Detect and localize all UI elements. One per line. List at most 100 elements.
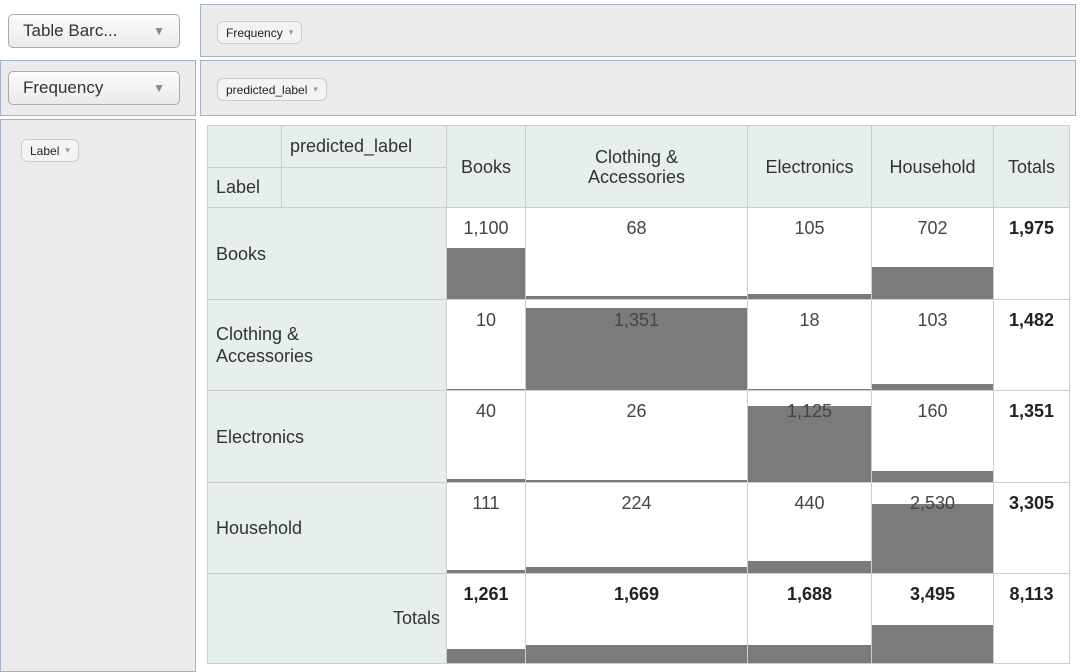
value-label: 105 [794,218,825,238]
row-axis-label: Label [207,167,282,208]
value-label: 224 [621,493,652,513]
value-bar [748,388,871,390]
row-total-cell: 1,482 [993,299,1070,391]
value-bar [447,479,525,482]
value-bar [748,406,871,482]
col-total-bar [447,649,525,663]
dropdown-arrow-icon: ▼ [153,24,165,38]
value-label: 68 [626,218,647,238]
value-bar [872,471,993,482]
value-bar [447,569,525,573]
label-attr-pill[interactable]: Label ▾ [21,139,79,162]
value-cell: 1,125 [747,390,872,483]
value-label: 103 [917,310,948,330]
row-total-label: 1,482 [1008,310,1055,330]
col-header-household: Household [871,125,994,208]
value-label: 1,351 [613,310,660,330]
col-total-cell: 1,261 [446,573,526,664]
table-row: Household 111 224 440 2,530 3,305 [207,482,1070,574]
row-total-cell: 1,975 [993,207,1070,300]
aggregator-select-label: Frequency [23,78,104,97]
col-total-label: 1,261 [463,584,509,604]
value-bar [748,561,871,573]
predicted-label-attr-pill[interactable]: predicted_label ▾ [217,78,327,101]
value-bar [872,383,993,390]
row-total-cell: 1,351 [993,390,1070,483]
value-cell: 26 [525,390,748,483]
value-bar [872,266,993,299]
filter-caret-icon: ▾ [288,27,294,37]
col-axis-label: predicted_label [281,125,447,168]
col-header-electronics: Electronics [747,125,872,208]
col-header-clothing-label: Clothing & Accessories [587,146,686,187]
table-row: Books 1,100 68 105 702 1,975 [207,207,1070,300]
empty-head-cell [281,167,447,208]
filter-caret-icon: ▾ [313,84,318,94]
value-bar [748,294,871,299]
frequency-attr-pill[interactable]: Frequency ▾ [217,21,303,44]
value-bar [526,295,747,299]
col-header-totals: Totals [993,125,1070,208]
row-header-books: Books [207,207,447,300]
renderer-select-label: Table Barc... [23,21,118,40]
value-cell: 111 [446,482,526,574]
table-row: Clothing & Accessories 10 1,351 18 103 1,482 [207,299,1070,391]
value-cell: 440 [747,482,872,574]
label-attr-pill-label: Label [30,143,60,158]
value-label: 1,100 [463,218,509,238]
row-attributes-top-area: predicted_label ▾ [200,60,1076,116]
value-label: 2,530 [909,493,956,513]
table-row: Electronics 40 26 1,125 160 1,351 [207,390,1070,483]
value-cell: 40 [446,390,526,483]
value-label: 440 [794,493,825,513]
value-cell: 224 [525,482,748,574]
frequency-attr-pill-label: Frequency [226,25,283,40]
aggregator-select[interactable]: Frequency ▼ [8,71,180,105]
col-total-bar [526,644,747,663]
totals-row: Totals 1,261 1,669 1,688 3,495 8,113 [207,573,1070,664]
col-total-label: 3,495 [909,584,956,604]
col-total-cell: 3,495 [871,573,994,664]
renderer-select[interactable]: Table Barc... ▼ [8,14,180,48]
value-cell: 1,351 [525,299,748,391]
value-cell: 103 [871,299,994,391]
row-total-cell: 3,305 [993,482,1070,574]
pivot-table: predicted_label Books Clothing & Accesso… [207,125,1070,664]
row-header-clothing: Clothing & Accessories [207,299,447,391]
value-label: 702 [917,218,948,238]
value-cell: 160 [871,390,994,483]
value-label: 160 [917,401,948,421]
value-bar [526,566,747,573]
grand-total-label: 8,113 [1009,584,1054,604]
value-label: 18 [799,310,820,330]
col-total-bar [872,624,993,663]
totals-row-label: Totals [207,573,447,664]
col-total-label: 1,669 [613,584,660,604]
row-header-electronics: Electronics [207,390,447,483]
value-cell: 1,100 [446,207,526,300]
value-bar [872,504,993,573]
value-bar [447,248,525,299]
row-attributes-area: Label ▾ [0,119,196,672]
column-attributes-area: Frequency ▾ [200,4,1076,57]
predicted-label-attr-pill-label: predicted_label [226,82,308,97]
value-cell: 105 [747,207,872,300]
value-label: 10 [475,310,497,330]
corner-cell [207,125,282,168]
col-total-cell: 1,669 [525,573,748,664]
col-total-label: 1,688 [786,584,833,604]
col-header-books: Books [446,125,526,208]
value-label: 1,125 [786,401,833,421]
value-cell: 68 [525,207,748,300]
value-bar [526,480,747,482]
value-label: 111 [472,493,500,513]
grand-total-cell: 8,113 [993,573,1070,664]
value-cell: 10 [446,299,526,391]
col-total-cell: 1,688 [747,573,872,664]
value-cell: 702 [871,207,994,300]
filter-caret-icon: ▾ [65,145,70,155]
value-cell: 18 [747,299,872,391]
row-total-label: 1,351 [1008,401,1055,421]
value-bar [447,389,525,390]
value-bar [526,307,747,390]
